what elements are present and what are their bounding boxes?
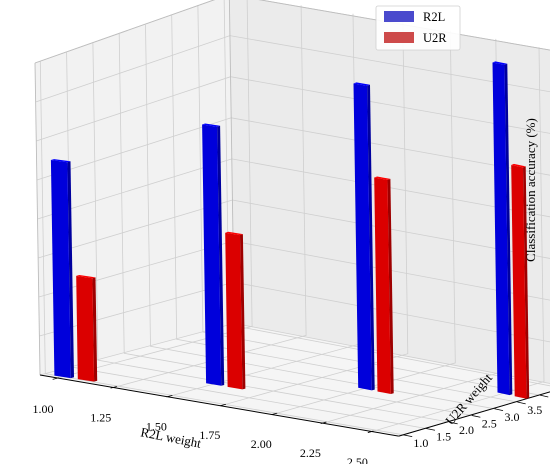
bar-top-face bbox=[492, 61, 508, 65]
z-axis-label: Classification accuracy (%) bbox=[523, 118, 538, 262]
bar-r2l bbox=[50, 159, 74, 379]
bar-side-face bbox=[523, 166, 530, 399]
bar-front-face bbox=[353, 83, 372, 391]
y-tick-label: 1.0 bbox=[413, 436, 428, 450]
bar-front-face bbox=[511, 165, 527, 399]
x-tick-label: 2.00 bbox=[251, 437, 272, 451]
bar-u2r bbox=[511, 163, 530, 399]
bar-u2r bbox=[225, 231, 246, 390]
y-gridline bbox=[92, 43, 450, 423]
x-gridline bbox=[58, 0, 253, 379]
bar-top-face bbox=[374, 176, 391, 180]
y-tick-label: 1.5 bbox=[436, 429, 451, 443]
legend-label-r2l: R2L bbox=[423, 10, 445, 24]
bar-top-face bbox=[225, 231, 243, 236]
x-tick-label: 2.50 bbox=[347, 455, 368, 464]
bar-side-face bbox=[217, 125, 225, 386]
bar-side-face bbox=[240, 234, 246, 390]
y-tick-label: 3.5 bbox=[527, 403, 542, 417]
x-gridline bbox=[116, 5, 307, 387]
y-tick-label: 2.0 bbox=[459, 423, 474, 437]
y-gridline bbox=[171, 15, 518, 403]
bar-top-face bbox=[511, 163, 526, 168]
x-tick-label: 2.25 bbox=[300, 446, 321, 460]
bar-u2r bbox=[374, 176, 394, 394]
bar-top-face bbox=[50, 159, 71, 163]
bar-side-face bbox=[387, 178, 394, 394]
bar-front-face bbox=[76, 275, 95, 382]
y-gridline bbox=[118, 33, 472, 416]
x-tick-mark bbox=[52, 377, 60, 380]
y-tick-mark bbox=[494, 408, 504, 412]
x-tick-mark bbox=[166, 394, 173, 398]
chart-panes bbox=[35, 0, 550, 437]
bar-front-face bbox=[225, 232, 243, 390]
bar-side-face bbox=[92, 277, 98, 382]
legend-label-u2r: U2R bbox=[423, 31, 447, 45]
pane-left-edge bbox=[34, 62, 41, 376]
x-gridline bbox=[373, 47, 545, 432]
x-tick-mark bbox=[271, 412, 278, 416]
y-tick-mark bbox=[517, 401, 526, 405]
legend: R2L U2R bbox=[375, 5, 461, 51]
x-tick-label: 1.75 bbox=[199, 428, 220, 442]
bar-side-face bbox=[367, 84, 375, 391]
x-tick-mark bbox=[320, 421, 327, 424]
bar-top-face bbox=[353, 82, 370, 86]
y-tick-mark bbox=[471, 415, 481, 418]
bar-side-face bbox=[504, 63, 513, 396]
x-tick-label: 1.00 bbox=[32, 402, 53, 416]
y-tick-label: 2.5 bbox=[482, 416, 497, 430]
x-tick-label: 1.50 bbox=[146, 419, 167, 433]
x-axis-label: R2L weight bbox=[139, 424, 202, 450]
legend-swatch-r2l bbox=[384, 11, 414, 22]
bar-front-face bbox=[374, 177, 391, 394]
x-tick-mark bbox=[219, 403, 227, 407]
bar-r2l bbox=[492, 61, 513, 396]
legend-swatch-u2r bbox=[384, 32, 414, 43]
chart-tick-labels: 1.00 1.25 1.50 1.75 2.00 2.25 2.50 1.0 1.5 2.0 2.5… bbox=[32, 377, 549, 464]
x-gridline bbox=[225, 22, 409, 405]
x-axis-line bbox=[39, 374, 399, 437]
y-tick-mark bbox=[539, 394, 549, 398]
y-tick-mark bbox=[448, 421, 458, 425]
y-tick-label: 3.0 bbox=[505, 410, 520, 424]
y-tick-mark bbox=[403, 434, 413, 438]
bar-top-face bbox=[76, 275, 96, 279]
bar-r2l bbox=[353, 82, 375, 391]
y-tick-mark bbox=[426, 428, 436, 431]
bar-side-face bbox=[67, 161, 74, 379]
bar-u2r bbox=[76, 275, 98, 382]
x-tick-label: 1.25 bbox=[90, 411, 111, 425]
x-tick-mark bbox=[110, 386, 117, 389]
floor-pane bbox=[40, 323, 550, 437]
x-tick-mark bbox=[367, 430, 374, 433]
bar-top-face bbox=[202, 123, 221, 127]
bar-front-face bbox=[50, 160, 71, 379]
bar-front-face bbox=[202, 124, 222, 386]
bar-r2l bbox=[202, 123, 225, 386]
y-axis-line bbox=[398, 391, 550, 437]
x-gridline bbox=[277, 30, 456, 414]
bar-front-face bbox=[492, 62, 510, 396]
chart-bars bbox=[50, 61, 530, 399]
